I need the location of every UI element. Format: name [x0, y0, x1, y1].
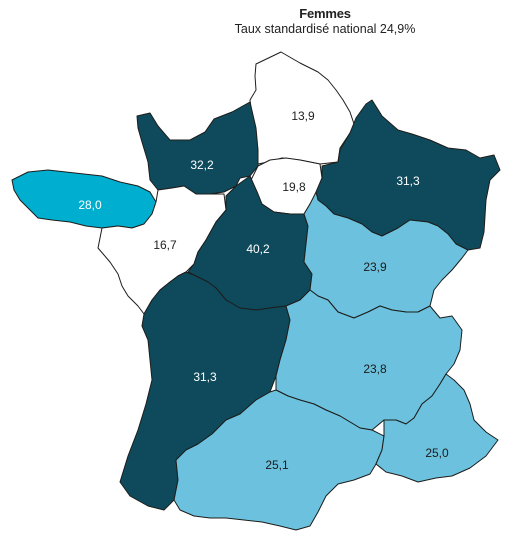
map-title: Femmes: [299, 6, 351, 21]
map-header: Femmes Taux standardisé national 24,9%: [0, 6, 513, 36]
region-normandie: [136, 101, 259, 195]
region-value-centre-val-de-loire: 40,2: [246, 242, 270, 256]
region-value-ile-de-france: 19,8: [282, 180, 306, 194]
region-provence-alpes-cote-d-azur: [375, 373, 499, 483]
region-value-occitanie: 25,1: [265, 458, 289, 472]
region-value-bourgogne-franche-comte: 23,9: [363, 260, 387, 274]
region-hauts-de-france: [249, 51, 355, 165]
region-value-bretagne: 28,0: [78, 198, 102, 212]
region-value-hauts-de-france: 13,9: [291, 109, 315, 123]
region-value-grand-est: 31,3: [396, 174, 420, 188]
map-subtitle: Taux standardisé national 24,9%: [234, 22, 416, 36]
region-value-normandie: 32,2: [190, 158, 214, 172]
region-value-nouvelle-aquitaine: 31,3: [193, 370, 217, 384]
region-value-provence-alpes-cote-d-azur: 25,0: [425, 446, 449, 460]
region-value-auvergne-rhone-alpes: 23,8: [363, 362, 387, 376]
region-value-pays-de-la-loire: 16,7: [153, 238, 177, 252]
